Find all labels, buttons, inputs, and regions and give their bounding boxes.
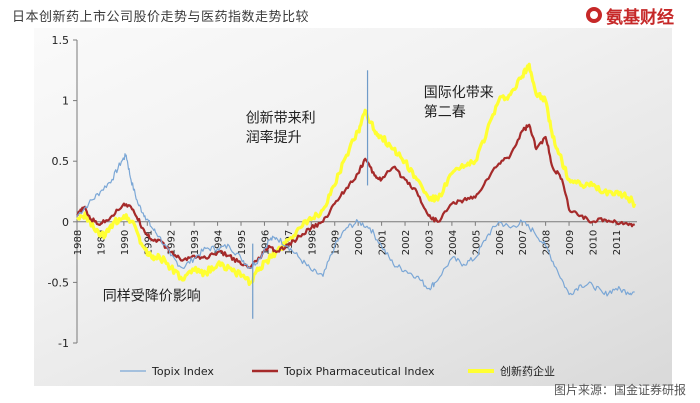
x-tick-label: 2000 (354, 230, 365, 255)
title-bar: 日本创新药上市公司股价走势与医药指数走势比较 氨基财经 (0, 0, 700, 30)
x-tick-label: 1994 (214, 230, 225, 255)
x-tick-label: 1996 (260, 230, 271, 255)
source-note: 图片来源：国金证券研报 (553, 383, 686, 397)
annotation-3: 第二春 (424, 103, 466, 120)
y-tick-label: -0.5 (48, 276, 69, 289)
x-tick-label: 1991 (143, 230, 154, 255)
series-lines (76, 62, 637, 297)
y-tick-label: 1 (62, 95, 69, 108)
legend-label-1: Topix Pharmaceutical Index (283, 365, 435, 378)
annotation-1: 润率提升 (246, 129, 302, 146)
x-tick-label: 2006 (495, 230, 506, 255)
x-tick-label: 2011 (612, 230, 623, 255)
x-tick-label: 2009 (565, 230, 576, 255)
chart-title: 日本创新药上市公司股价走势与医药指数走势比较 (12, 9, 310, 25)
x-tick-label: 2002 (401, 230, 412, 255)
y-tick-label: 0 (62, 216, 69, 229)
x-tick-label: 1989 (96, 230, 107, 255)
annotation-0: 创新带来利 (246, 110, 316, 126)
legend: Topix Index Topix Pharmaceutical Index 创新药… (120, 364, 555, 378)
annotation-4: 同样受降价影响 (103, 289, 201, 305)
x-tick-label: 1990 (120, 230, 131, 255)
x-tick-label: 1992 (167, 230, 178, 255)
x-tick-label: 1988 (73, 230, 84, 255)
series-line-2 (76, 62, 637, 286)
legend-label-0: Topix Index (151, 365, 214, 378)
x-tick-label: 1995 (237, 230, 248, 255)
legend-label-2: 创新药企业 (500, 364, 555, 378)
x-tick-label: 2001 (378, 230, 389, 255)
y-tick-label: 1.5 (52, 34, 70, 47)
series-line-0 (76, 153, 635, 297)
logo-icon (586, 7, 602, 23)
x-tick-label: 2008 (542, 230, 553, 255)
x-tick-label: 2003 (424, 230, 435, 255)
x-tick-label: 2010 (588, 230, 599, 255)
annotation-2: 国际化带来 (424, 85, 494, 101)
x-tick-label: 1998 (307, 230, 318, 255)
axes: 1.5 1 0.5 0 -0.5 -1 1988 1989 1990 1991 1992 1993 19… (48, 34, 637, 350)
series-line-1 (76, 123, 636, 269)
y-tick-label: -1 (58, 337, 69, 350)
x-tick-label: 1993 (190, 230, 201, 255)
brand-logo: 氨基财经 (586, 3, 700, 28)
x-tick-label: 2004 (448, 230, 459, 255)
x-tick-label: 2005 (471, 230, 482, 255)
y-tick-label: 0.5 (52, 155, 70, 168)
brand-name: 氨基财经 (606, 7, 674, 28)
x-tick-label: 2007 (518, 230, 529, 255)
